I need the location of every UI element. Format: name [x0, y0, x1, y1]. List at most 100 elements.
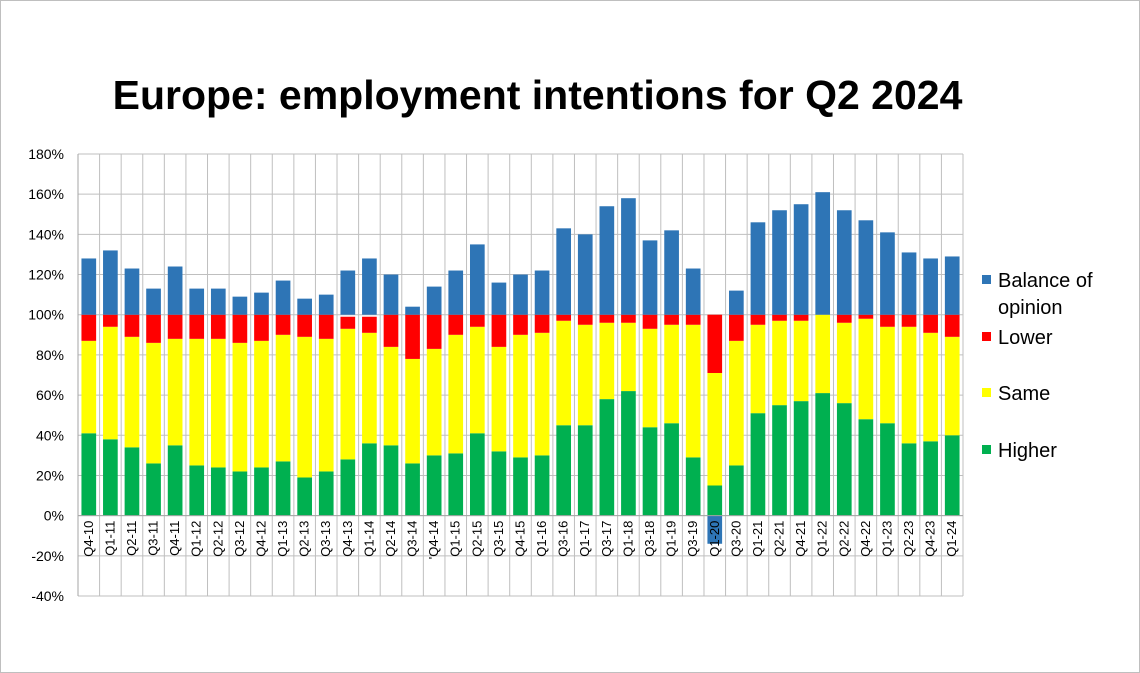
x-tick-label: Q4-15 [513, 521, 528, 557]
x-tick-label: Q1-15 [448, 521, 463, 557]
bar-same [491, 346, 507, 452]
bar-lower [534, 314, 550, 333]
x-tick-label: Q1-21 [750, 521, 765, 557]
bar-higher [729, 465, 744, 516]
bar-higher [189, 465, 205, 516]
x-tick-label: Q1-11 [102, 521, 117, 556]
bar-higher [880, 423, 895, 516]
bar-same [232, 342, 248, 472]
bar-same [599, 322, 615, 400]
x-tick-label: Q2-21 [772, 521, 787, 557]
legend-swatch-balance [982, 275, 991, 284]
bar-lower [707, 314, 723, 373]
bar-same [513, 334, 528, 458]
x-tick-label: Q4-13 [340, 521, 355, 557]
x-tick-label: Q1-18 [620, 521, 635, 557]
bar-lower [685, 314, 701, 325]
bar-lower [599, 314, 615, 323]
bar-lower [362, 316, 377, 333]
bar-lower [124, 314, 140, 337]
x-tick-label: Q1-19 [664, 521, 679, 557]
bar-lower [297, 314, 312, 337]
y-tick-label: 40% [36, 427, 64, 443]
bar-balance-of-opinion [836, 210, 852, 315]
bar-balance-of-opinion [362, 258, 377, 315]
x-tick-label: Q3-14 [405, 521, 420, 557]
x-tick-label: Q1-24 [944, 521, 959, 557]
bar-balance-of-opinion [707, 515, 723, 544]
bar-higher [124, 447, 140, 516]
x-tick-label: Q4-23 [923, 521, 938, 557]
y-tick-label: 0% [44, 508, 64, 524]
bar-balance-of-opinion [383, 274, 399, 315]
bar-lower [405, 314, 420, 359]
bar-higher [836, 403, 852, 516]
bar-same [534, 332, 550, 456]
bar-higher [901, 443, 917, 516]
bar-balance-of-opinion [167, 266, 183, 315]
y-axis-ticks: -40% -20% 0% 20% 40% 60% 80% 100% 120% 140% 160% 18… [28, 146, 64, 604]
bar-same [836, 322, 852, 404]
bar-balance-of-opinion [232, 296, 248, 315]
y-tick-label: 80% [36, 347, 64, 363]
bar-higher [815, 393, 831, 516]
bar-higher [340, 459, 356, 516]
x-axis-ticks: Q4-10 Q1-11 Q2-11 Q3-11 Q4-11 Q1-12 Q2-12 Q3-12… [81, 521, 959, 560]
legend-label-lower: Lower [998, 327, 1053, 349]
bar-same [664, 324, 679, 424]
bar-balance-of-opinion [772, 210, 787, 315]
bar-lower [729, 314, 744, 341]
bar-higher [81, 433, 97, 516]
bar-same [793, 320, 809, 402]
y-tick-label: 100% [28, 307, 64, 323]
bar-balance-of-opinion [815, 192, 831, 315]
x-tick-label: Q1-13 [275, 521, 290, 557]
bar-same [383, 346, 399, 446]
bar-same [81, 340, 97, 434]
bar-balance-of-opinion [534, 270, 550, 315]
x-tick-label: Q4-12 [253, 521, 268, 557]
bar-same [254, 340, 269, 468]
x-tick-label: Q1-14 [361, 521, 376, 557]
y-tick-label: 120% [28, 267, 64, 283]
bar-lower [426, 314, 442, 349]
bar-same [880, 326, 895, 424]
bar-higher [577, 425, 593, 516]
bar-lower [923, 314, 938, 333]
bar-higher [599, 399, 615, 516]
bar-balance-of-opinion [880, 232, 895, 315]
y-tick-label: 20% [36, 467, 64, 483]
bar-higher [167, 445, 183, 516]
bar-balance-of-opinion [577, 234, 593, 315]
x-tick-label: Q4-21 [793, 521, 808, 557]
bar-lower [167, 314, 183, 339]
bar-lower [189, 314, 205, 339]
bar-balance-of-opinion [103, 250, 118, 315]
bar-lower [210, 314, 226, 339]
x-tick-label: Q1-20 [707, 521, 722, 557]
bar-balance-of-opinion [405, 306, 420, 315]
bar-higher [232, 471, 248, 516]
bar-lower [664, 314, 679, 325]
x-tick-label: Q3-17 [599, 521, 614, 557]
bars [81, 192, 960, 544]
bar-higher [405, 463, 420, 516]
bar-higher [513, 457, 528, 516]
y-tick-label: -40% [31, 588, 64, 604]
bar-same [124, 336, 140, 448]
legend-label-balance: Balance of opinion [998, 270, 1093, 319]
bar-same [685, 324, 701, 458]
bar-same [707, 372, 723, 486]
bar-balance-of-opinion [318, 294, 334, 315]
bar-lower [901, 314, 917, 327]
bar-higher [707, 485, 723, 516]
bar-balance-of-opinion [556, 228, 572, 315]
bar-same [362, 332, 377, 444]
bar-balance-of-opinion [297, 298, 312, 315]
bar-lower [772, 314, 787, 321]
bar-higher [254, 467, 269, 516]
x-tick-label: Q1-16 [534, 521, 549, 557]
bar-higher [103, 439, 118, 516]
bar-balance-of-opinion [469, 244, 485, 315]
